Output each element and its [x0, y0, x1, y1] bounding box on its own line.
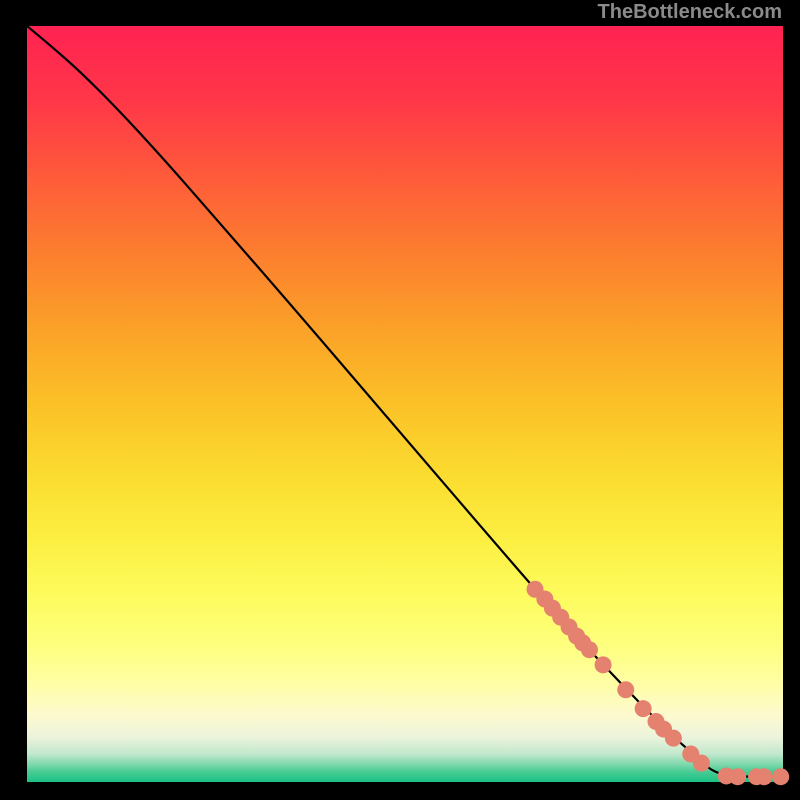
watermark-text: TheBottleneck.com	[598, 1, 782, 24]
data-marker	[693, 755, 710, 772]
data-marker	[635, 700, 652, 717]
plot-background	[27, 26, 783, 782]
plot-area	[0, 0, 800, 800]
chart-container: TheBottleneck.com	[0, 0, 800, 800]
data-marker	[617, 681, 634, 698]
data-marker	[581, 641, 598, 658]
data-marker	[665, 730, 682, 747]
data-marker	[756, 768, 773, 785]
data-marker	[595, 656, 612, 673]
data-marker	[772, 768, 789, 785]
data-marker	[729, 768, 746, 785]
